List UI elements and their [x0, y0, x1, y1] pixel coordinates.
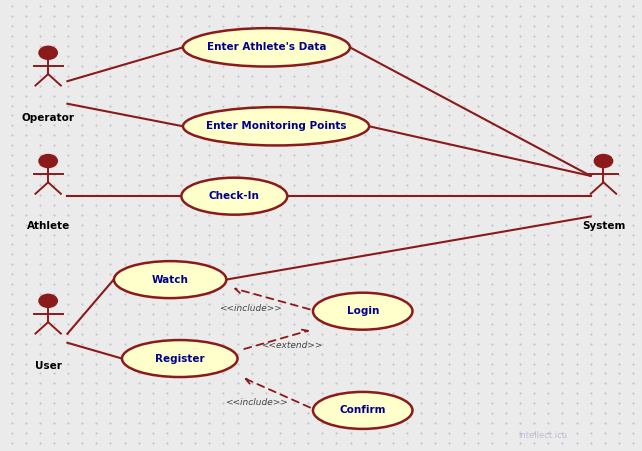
Circle shape: [39, 295, 57, 307]
Text: Login: Login: [347, 306, 379, 316]
Text: System: System: [582, 221, 625, 231]
Text: Enter Athlete's Data: Enter Athlete's Data: [207, 42, 326, 52]
Ellipse shape: [313, 392, 412, 429]
Text: <<extend>>: <<extend>>: [261, 341, 323, 350]
Ellipse shape: [114, 261, 227, 298]
Ellipse shape: [181, 178, 287, 215]
Text: <<include>>: <<include>>: [225, 398, 288, 407]
Circle shape: [39, 155, 57, 167]
Text: Check-In: Check-In: [209, 191, 260, 201]
Text: Watch: Watch: [152, 275, 189, 285]
Ellipse shape: [183, 107, 369, 146]
Ellipse shape: [183, 28, 350, 67]
Text: Enter Monitoring Points: Enter Monitoring Points: [206, 121, 346, 131]
Circle shape: [594, 155, 612, 167]
Ellipse shape: [313, 293, 412, 330]
Text: intellect.icu: intellect.icu: [518, 431, 567, 440]
Text: Confirm: Confirm: [340, 405, 386, 415]
Text: <<include>>: <<include>>: [219, 304, 282, 313]
Text: User: User: [35, 361, 62, 371]
Text: Athlete: Athlete: [26, 221, 70, 231]
Text: Register: Register: [155, 354, 205, 364]
Text: Operator: Operator: [22, 113, 74, 123]
Circle shape: [39, 46, 57, 59]
Ellipse shape: [122, 340, 238, 377]
